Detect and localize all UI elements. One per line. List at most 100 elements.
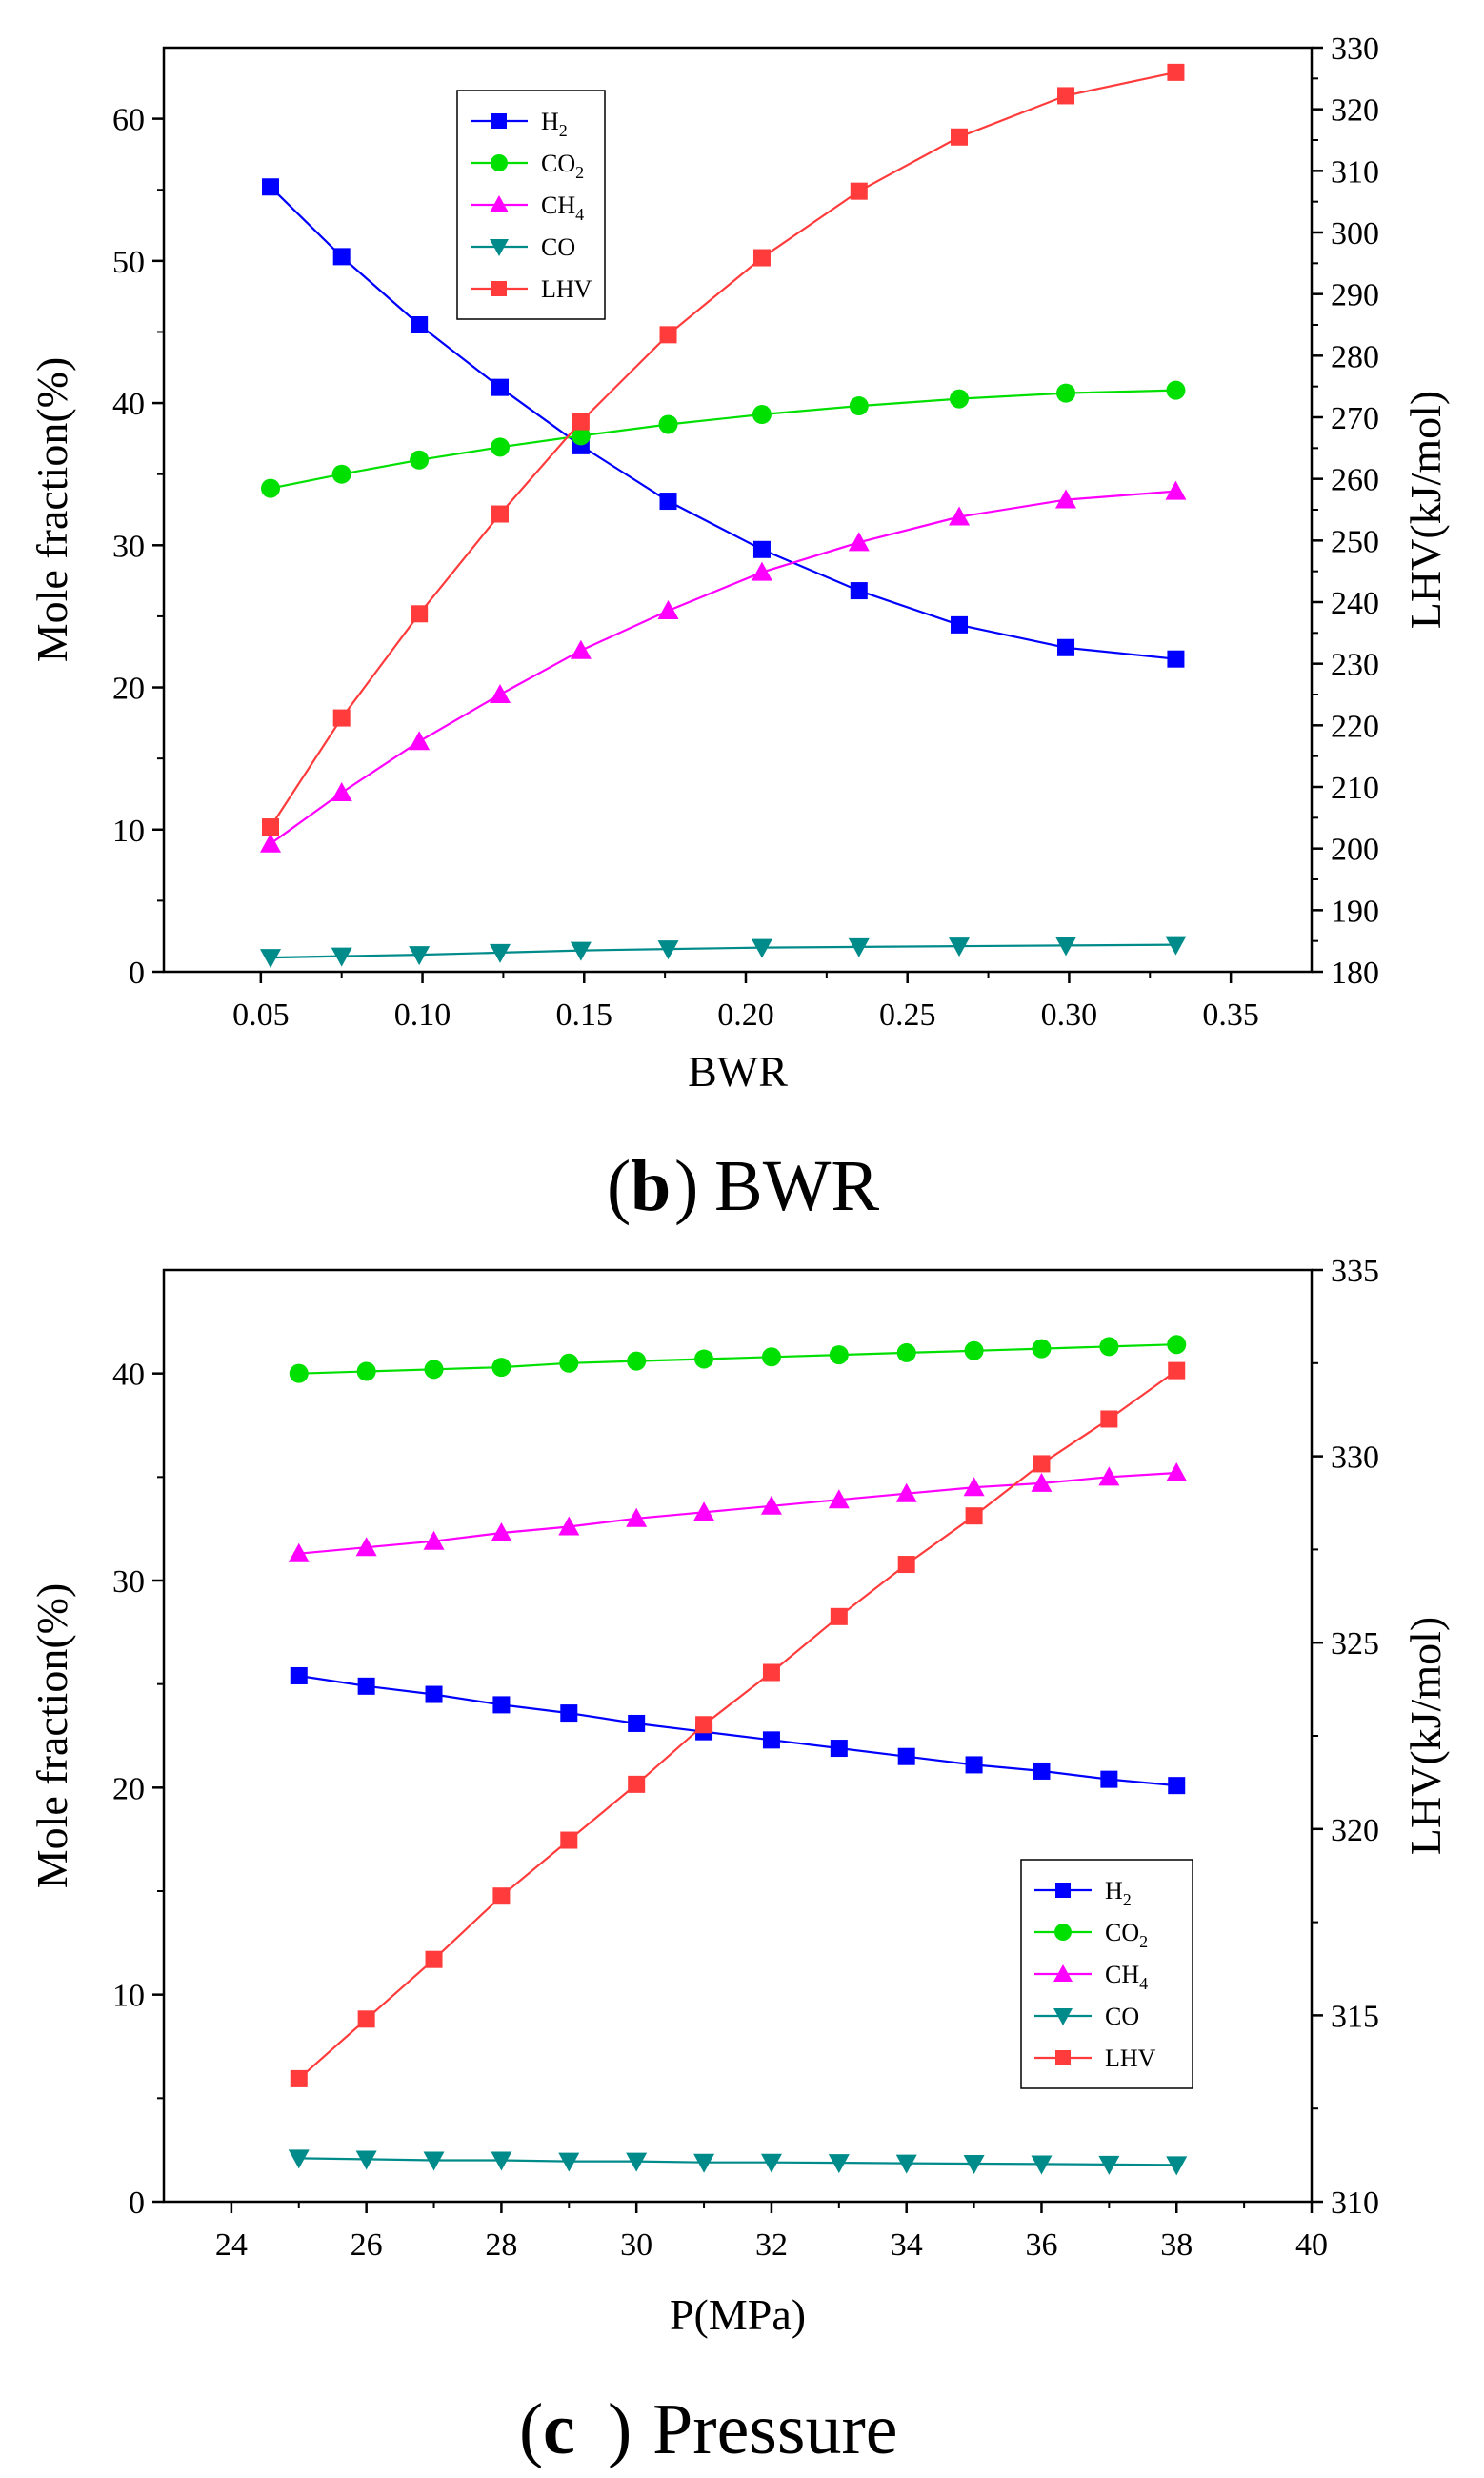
data-point-CO2: [356, 1361, 376, 1381]
y2-tick-label: 280: [1331, 339, 1379, 374]
legend-label-H2: H2: [1105, 1877, 1132, 1909]
data-point-H2: [659, 493, 677, 511]
data-point-LHV: [411, 605, 429, 623]
data-point-CO2: [761, 1347, 781, 1367]
data-point-CO: [260, 949, 282, 969]
data-point-CO: [1055, 937, 1077, 957]
data-point-CO2: [849, 396, 869, 416]
chart-panel-c: 24 26 28 30 32 34 36 38 400102030403103153203253…: [28, 1254, 1450, 2469]
data-point-CH4: [949, 506, 971, 526]
data-point-LHV: [1057, 87, 1075, 105]
legend-marker-CO2: [1054, 1924, 1072, 1941]
y2-tick-label: 330: [1331, 31, 1379, 67]
legend-marker-CO2: [491, 154, 508, 171]
data-point-LHV: [425, 1950, 443, 1968]
data-point-H2: [1033, 1762, 1051, 1780]
caption-letter: c: [543, 2389, 575, 2469]
data-point-CO: [848, 937, 870, 957]
y-tick-label: 30: [112, 1564, 145, 1600]
data-point-H2: [492, 1696, 511, 1714]
data-point-H2: [897, 1747, 915, 1765]
y2-tick-label: 330: [1331, 1440, 1379, 1476]
legend-label-subscript: 2: [1139, 1932, 1148, 1951]
legend-label-CO: CO: [1105, 2003, 1139, 2030]
y2-tick-label: 320: [1331, 1813, 1379, 1848]
data-point-CO: [949, 937, 971, 957]
y-tick-label: 40: [112, 1358, 145, 1393]
data-point-LHV: [830, 1607, 848, 1625]
series-line-CH4: [298, 1471, 1177, 1555]
legend-label-text: CH: [541, 191, 575, 219]
data-point-CO: [1165, 936, 1187, 956]
data-point-CO: [693, 2153, 715, 2173]
data-point-LHV: [1167, 63, 1185, 81]
data-point-H2: [628, 1714, 646, 1732]
data-point-CO2: [752, 405, 772, 425]
data-point-CH4: [693, 1501, 715, 1521]
y-tick-label: 50: [112, 245, 145, 280]
caption-text: Pressure: [652, 2389, 898, 2469]
y2-tick-label: 230: [1331, 648, 1379, 683]
caption-open-paren: (: [519, 2389, 543, 2469]
data-point-CH4: [963, 1477, 985, 1497]
data-point-CO2: [1166, 380, 1186, 400]
y-tick-label: 20: [112, 1771, 145, 1806]
data-point-LHV: [572, 413, 590, 431]
data-point-CO2: [1056, 383, 1076, 403]
data-point-CH4: [490, 684, 511, 703]
data-point-CO2: [1032, 1339, 1052, 1359]
data-point-H2: [752, 540, 771, 558]
data-point-CO2: [261, 478, 281, 498]
data-point-H2: [411, 316, 429, 333]
data-point-H2: [425, 1685, 443, 1703]
data-point-CH4: [828, 1489, 850, 1509]
series-line-CO2: [270, 389, 1176, 490]
legend-marker-CO: [1053, 2008, 1073, 2025]
legend-label-CH4: CH4: [1105, 1961, 1148, 1993]
legend-label-H2: H2: [541, 108, 568, 140]
legend-marker-CH4: [1053, 1964, 1073, 1982]
x-tick-label: 34: [891, 2227, 923, 2263]
y2-tick-label: 325: [1331, 1626, 1379, 1662]
data-point-CO: [828, 2154, 850, 2174]
data-point-CO: [626, 2152, 648, 2172]
legend-label-LHV: LHV: [1105, 2045, 1156, 2072]
x-tick-label: 0.35: [1202, 997, 1259, 1033]
data-point-CO: [1031, 2155, 1053, 2175]
data-point-H2: [560, 1704, 578, 1723]
data-point-CO: [331, 947, 352, 967]
data-point-H2: [1100, 1770, 1118, 1788]
x-axis-label: BWR: [688, 1047, 788, 1096]
data-point-CO: [288, 2149, 310, 2169]
x-tick-label: 0.25: [879, 997, 936, 1033]
x-tick-label: 30: [620, 2227, 652, 2263]
data-point-H2: [290, 1666, 308, 1684]
y2-tick-label: 190: [1331, 894, 1379, 929]
legend-label-text: H: [1105, 1877, 1123, 1904]
data-point-LHV: [560, 1831, 578, 1849]
data-point-H2: [262, 178, 280, 196]
series-line-CO: [298, 2157, 1177, 2166]
data-point-LHV: [491, 505, 510, 523]
data-point-H2: [965, 1756, 983, 1774]
data-point-CO2: [694, 1349, 714, 1369]
legend-label-CO2: CO2: [1105, 1919, 1148, 1951]
plot-frame: [162, 46, 1314, 974]
legend-label-subscript: 4: [575, 205, 584, 224]
data-point-CO: [760, 2153, 782, 2173]
data-point-CH4: [1166, 1461, 1188, 1481]
x-tick-label: 0.15: [556, 997, 613, 1033]
y2-tick-label: 200: [1331, 833, 1379, 868]
y2-tick-label: 310: [1331, 154, 1379, 190]
data-point-H2: [491, 378, 510, 396]
data-point-CH4: [1031, 1472, 1053, 1492]
data-point-CO: [751, 938, 772, 958]
data-point-LHV: [897, 1556, 915, 1574]
data-point-CO2: [289, 1363, 309, 1383]
data-point-CH4: [1055, 489, 1077, 509]
data-point-CH4: [848, 532, 870, 552]
data-point-CH4: [657, 599, 679, 619]
data-point-H2: [332, 248, 351, 266]
